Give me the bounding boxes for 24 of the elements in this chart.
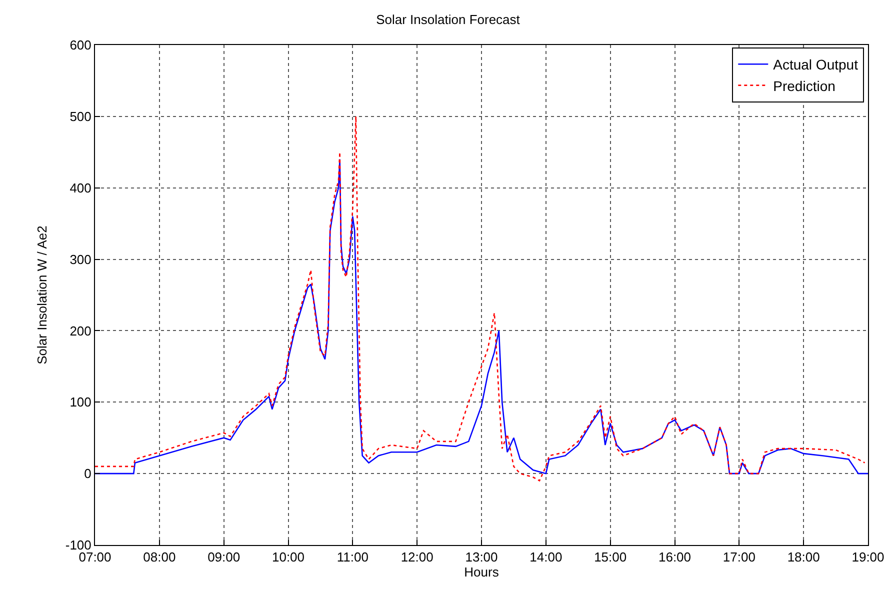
x-tick-label: 09:00 xyxy=(208,550,240,565)
y-tick-label: 100 xyxy=(70,394,92,410)
x-tick-label: 08:00 xyxy=(143,550,176,565)
x-axis-title: Hours xyxy=(464,564,500,580)
x-tick-label: 17:00 xyxy=(722,550,756,565)
x-tick-label: 11:00 xyxy=(336,550,368,565)
x-tick-label: 13:00 xyxy=(465,550,498,565)
x-tick-label: 12:00 xyxy=(400,550,434,565)
chart-title: Solar Insolation Forecast xyxy=(376,12,520,28)
legend-label: Prediction xyxy=(773,78,836,94)
x-tick-label: 18:00 xyxy=(787,550,820,565)
legend-label: Actual Output xyxy=(773,56,858,73)
y-tick-label: 0 xyxy=(84,466,92,482)
y-tick-label: 400 xyxy=(70,180,92,196)
y-axis-title: Solar Insolation W / Ae2 xyxy=(34,226,50,364)
y-tick-label: 300 xyxy=(70,252,92,267)
x-tick-label: 16:00 xyxy=(658,550,692,565)
x-tick-label: 15:00 xyxy=(594,550,627,565)
x-tick-label: 14:00 xyxy=(530,550,562,565)
y-tick-label: 500 xyxy=(70,108,92,124)
y-tick-label: 600 xyxy=(70,38,92,53)
x-tick-label: 19:00 xyxy=(852,550,884,565)
y-tick-label: 200 xyxy=(70,323,92,338)
x-tick-label: 10:00 xyxy=(272,550,305,565)
